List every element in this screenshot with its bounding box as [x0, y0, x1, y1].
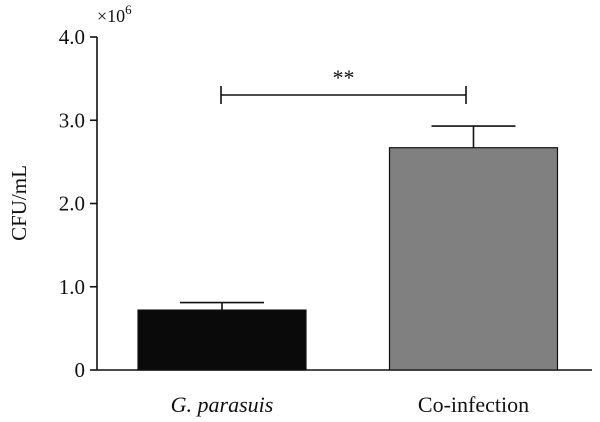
y-tick-label: 2.0: [59, 192, 85, 216]
error-bars: [180, 125, 516, 311]
significance-label: **: [333, 65, 355, 90]
y-axis-multiplier: ×106: [97, 2, 132, 26]
x-tick-label: G. parasuis: [171, 392, 274, 417]
y-tick-label: 3.0: [59, 108, 85, 132]
x-tick-label: Co-infection: [418, 392, 529, 417]
y-tick-label: 4.0: [59, 25, 85, 49]
y-axis-label: CFU/mL: [7, 165, 31, 241]
y-tick-label: 1.0: [59, 275, 85, 299]
x-axis: G. parasuis Co-infection: [97, 369, 592, 417]
y-tick-label: 0: [75, 358, 86, 382]
bars: [137, 147, 559, 371]
bar-g-parasuis: [137, 309, 307, 371]
significance-bracket: **: [220, 65, 467, 104]
bar-co-infection: [388, 147, 559, 371]
y-axis: 0 1.0 2.0 3.0 4.0: [59, 25, 98, 382]
